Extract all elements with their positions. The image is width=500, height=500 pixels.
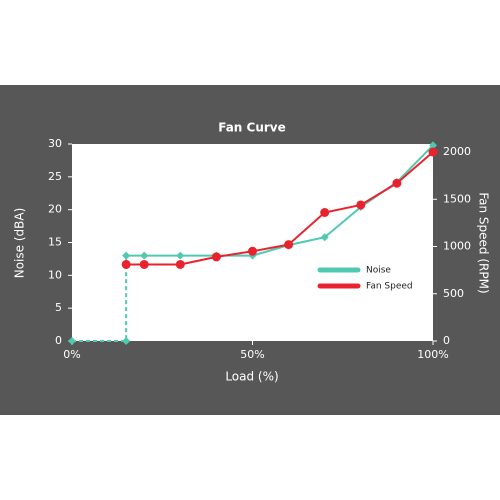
point <box>356 200 366 210</box>
point <box>248 246 257 256</box>
y2-tick-label: 500 <box>443 287 464 300</box>
x-tick-label: 50% <box>240 348 264 361</box>
point <box>122 251 131 260</box>
point <box>175 259 185 269</box>
series-line <box>126 151 434 266</box>
legend-label: Fan Speed <box>366 282 413 292</box>
point <box>68 337 76 345</box>
y2-axis-label: Fan Speed (RPM) <box>477 192 491 293</box>
point <box>284 240 294 250</box>
x-tick-label: 0% <box>63 348 80 361</box>
plot-area <box>72 144 433 341</box>
y-tick-label: 10 <box>48 268 62 281</box>
point <box>392 178 402 188</box>
y2-tick-label: 1500 <box>443 192 471 205</box>
y2-tick-label: 1000 <box>443 240 471 253</box>
y-tick-label: 30 <box>48 137 62 150</box>
point <box>122 337 131 345</box>
point <box>176 251 185 260</box>
y-tick-label: 20 <box>48 203 62 216</box>
x-axis-label: Load (%) <box>225 370 278 384</box>
y-tick-label: 15 <box>48 236 62 249</box>
point <box>140 251 149 260</box>
y-tick-label: 0 <box>55 334 62 347</box>
point <box>211 252 221 262</box>
x-tick-label: 100% <box>417 348 448 361</box>
point <box>428 147 438 157</box>
y2-tick-label: 0 <box>443 334 450 347</box>
y-axis-label: Noise (dBA) <box>13 208 27 279</box>
point <box>320 208 330 218</box>
point <box>139 259 149 269</box>
y-tick-label: 25 <box>48 170 62 183</box>
point <box>320 233 329 242</box>
y-tick-label: 5 <box>55 301 62 314</box>
point <box>121 259 131 269</box>
legend-label: Noise <box>366 266 391 276</box>
chart-title: Fan Curve <box>218 121 286 135</box>
y2-tick-label: 2000 <box>443 145 471 158</box>
point <box>429 141 437 150</box>
